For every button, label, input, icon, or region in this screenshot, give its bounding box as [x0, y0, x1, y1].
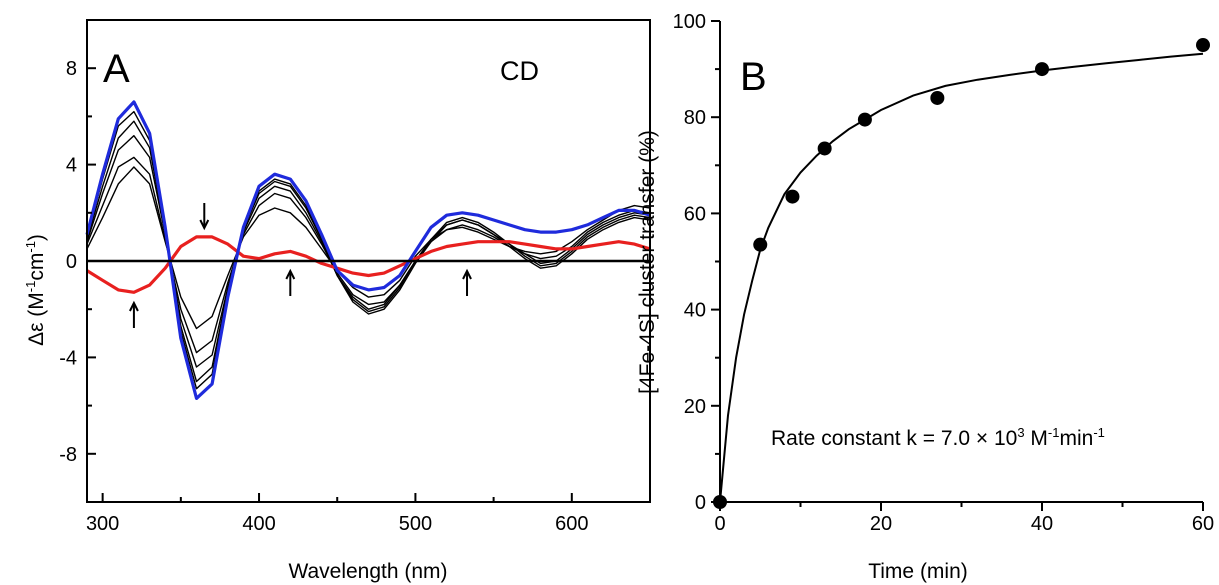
- panel-label-b: B: [740, 55, 767, 99]
- data-point: [817, 141, 832, 156]
- series-intermediate-2: [86, 156, 651, 354]
- y-tick-label: 60: [684, 203, 706, 225]
- y-tick-label: -8: [59, 444, 77, 466]
- panel-a-y-ticks: -8 -4 0 4 8: [59, 58, 96, 466]
- x-tick-label: 0: [714, 513, 725, 535]
- data-point: [785, 189, 800, 204]
- arrow-up-2: [285, 268, 296, 296]
- cd-annotation: CD: [500, 56, 539, 86]
- panel-a-x-ticks: 300 400 500 600: [86, 493, 651, 535]
- y-tick-label: -4: [59, 347, 77, 369]
- series-final-6: [85, 100, 651, 400]
- arrow-up-3: [462, 268, 472, 296]
- x-axis-label-a: Wavelength (nm): [288, 560, 447, 583]
- data-point: [857, 112, 872, 127]
- fit-curve: [719, 52, 1204, 503]
- data-point: [753, 237, 768, 252]
- rate-constant-annotation: Rate constant k = 7.0 × 103 M-1min-1: [771, 425, 1105, 450]
- data-point: [1196, 38, 1210, 53]
- y-axis-label-a: Δε (M-1cm-1): [23, 234, 48, 346]
- panel-b-y-ticks: 0 20 40 60 80 100: [673, 11, 720, 514]
- panel-b: 0 20 40 60 0 20 40 60 80 100 B Rate constant k =…: [636, 11, 1214, 583]
- series-initial-0: [86, 235, 651, 294]
- x-tick-label: 60: [1192, 513, 1214, 535]
- y-tick-label: 0: [695, 492, 706, 514]
- panel-a: 300 400 500 600 -8 -4 0 4 8 A CD Wavelength (nm…: [23, 19, 651, 583]
- x-tick-label: 300: [86, 513, 119, 535]
- panel-label-a: A: [103, 47, 130, 91]
- x-tick-label: 40: [1031, 513, 1053, 535]
- y-tick-label: 4: [66, 155, 77, 177]
- series-intermediate-4: [86, 120, 651, 383]
- x-tick-label: 500: [399, 513, 432, 535]
- data-point: [1035, 62, 1049, 77]
- y-axis-label-b: [4Fe-4S] cluster transfer (%): [636, 130, 659, 394]
- y-tick-label: 100: [673, 11, 706, 33]
- panel-b-x-ticks: 0 20 40 60: [714, 502, 1214, 535]
- y-tick-label: 8: [66, 58, 77, 80]
- y-tick-label: 0: [66, 251, 77, 273]
- arrow-up-1: [129, 300, 139, 328]
- x-tick-label: 400: [242, 513, 275, 535]
- series-intermediate-3: [86, 135, 651, 368]
- arrow-down-0: [199, 203, 210, 231]
- panel-a-series: [85, 100, 651, 400]
- panel-a-arrows: [129, 203, 472, 328]
- y-tick-label: 20: [684, 396, 706, 418]
- x-tick-label: 600: [555, 513, 588, 535]
- series-intermediate-1: [86, 166, 651, 330]
- y-tick-label: 80: [684, 107, 706, 129]
- y-tick-label: 40: [684, 300, 706, 322]
- x-tick-label: 20: [870, 513, 892, 535]
- data-point: [930, 90, 945, 105]
- x-axis-label-b: Time (min): [868, 560, 968, 583]
